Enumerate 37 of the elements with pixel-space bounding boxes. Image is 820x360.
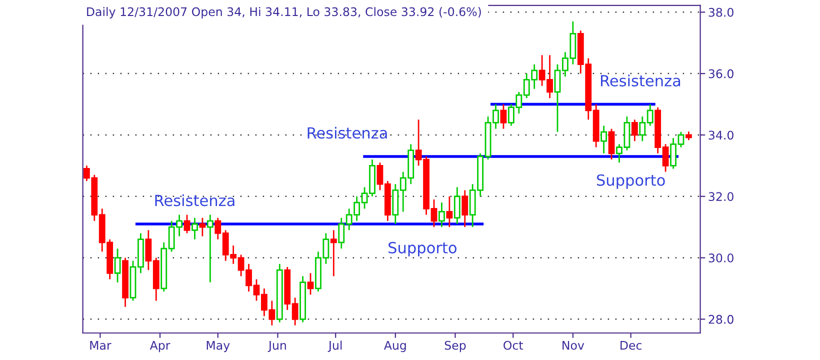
annotation: Supporto <box>596 174 665 189</box>
candlestick <box>199 217 206 237</box>
candlestick <box>330 229 337 277</box>
x-tick-label: Apr <box>150 341 170 352</box>
candlestick <box>438 202 445 228</box>
candlestick <box>446 196 453 228</box>
annotation: Resistenza <box>155 194 234 206</box>
annotation: Resistenza <box>600 74 680 86</box>
x-tick-label: Mar <box>90 341 112 350</box>
candlestick <box>500 104 507 130</box>
candlestick <box>184 214 190 234</box>
x-tick-label: Jul <box>328 340 342 352</box>
candlestick <box>192 217 198 240</box>
y-tick-label: 36.0 <box>708 69 734 78</box>
y-tick-label: 32.0 <box>708 192 734 202</box>
x-tick-label: May <box>206 341 230 352</box>
x-tick-label: Dec <box>620 341 642 350</box>
x-tick-label: Oct <box>504 340 524 350</box>
candlestick <box>206 214 214 284</box>
candlestick <box>631 118 638 142</box>
x-tick-label: Jun <box>268 341 286 352</box>
candlestick <box>462 190 468 228</box>
y-tick-label: 28.0 <box>708 314 734 324</box>
x-tick-label: Sep <box>444 340 466 352</box>
y-tick-label: 30.0 <box>708 254 734 262</box>
y-tick-label: 34.0 <box>708 130 734 140</box>
candlestick <box>600 125 608 154</box>
candlestick <box>454 186 460 225</box>
annotation: Resistenza <box>308 126 387 139</box>
candlestick <box>608 128 615 160</box>
x-tick-label: Nov <box>562 341 584 350</box>
chart-title: Daily 12/31/2007 Open 34, Hi 34.11, Lo 33.83, Close 33.92 (-0.6%) <box>87 7 481 18</box>
annotation: Supporto <box>388 242 456 256</box>
y-tick-label: 38.0 <box>708 8 734 17</box>
candlestick <box>307 272 314 296</box>
x-tick-label: Aug <box>384 341 406 352</box>
candlestick <box>114 248 121 284</box>
